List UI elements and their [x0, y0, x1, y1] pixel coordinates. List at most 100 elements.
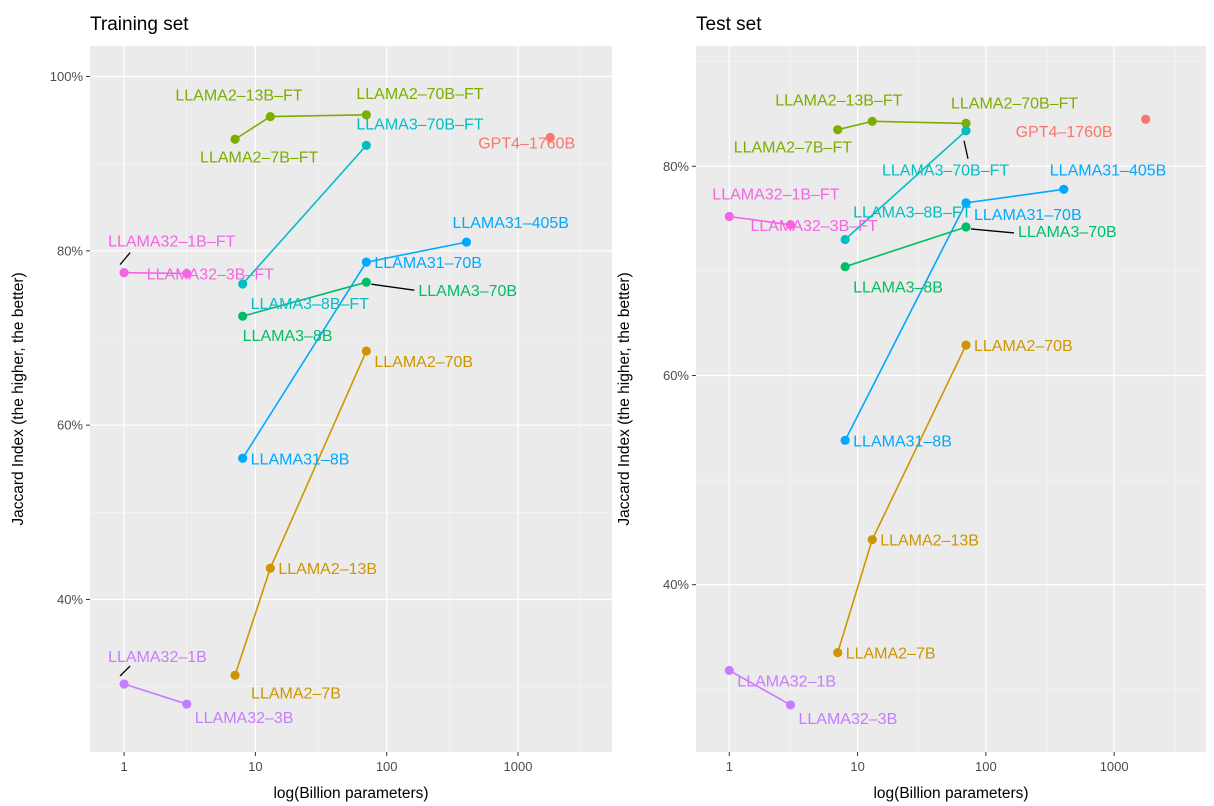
label-llama3-8b-ft: LLAMA3–8B–FT: [853, 204, 972, 221]
panel-training-set: 40% 60% 80% 100% 1 10 100 1000 Training set log(B…: [10, 14, 612, 802]
label-llama3-70b: LLAMA3–70B: [418, 283, 517, 300]
point-llama2-70b-ft: [961, 118, 971, 128]
series-line: [123, 683, 187, 705]
point-llama31-405b: [461, 237, 472, 247]
point-llama3-8b: [840, 262, 850, 272]
label-llama3-70b: LLAMA3–70B: [1018, 224, 1117, 241]
point-llama3-70b: [961, 222, 971, 232]
label-llama2-13b: LLAMA2–13B: [278, 561, 377, 578]
x-axis-label: log(Billion parameters): [273, 785, 428, 802]
point-llama2-13b-ft: [867, 116, 877, 126]
series-points: [119, 110, 555, 709]
chart-title: Test set: [696, 14, 762, 35]
point-llama32-1b: [724, 665, 734, 676]
point-llama32-1b: [119, 679, 129, 689]
panel-test-set: 40% 60% 80% 1 10 100 1000 Test set log(Billion p…: [616, 14, 1206, 802]
label-llama31-70b: LLAMA31–70B: [374, 255, 482, 272]
label-llama32-3b-ft: LLAMA32–3B–FT: [751, 218, 878, 235]
label-gpt4-1760b: GPT4–1760B: [1016, 124, 1113, 141]
x-tick-label: 1: [726, 759, 733, 774]
y-tick-label: 80%: [663, 159, 689, 174]
label-gpt4-1760b: GPT4–1760B: [478, 136, 575, 153]
point-llama3-8b-ft: [238, 279, 248, 289]
x-tick-label: 1000: [1100, 759, 1129, 774]
point-llama3-70b-ft: [961, 126, 971, 136]
label-llama2-13b: LLAMA2–13B: [880, 533, 979, 550]
series-line: [124, 271, 187, 275]
point-llama31-70b: [361, 257, 371, 267]
label-llama31-8b: LLAMA31–8B: [853, 433, 952, 450]
y-axis-label: Jaccard Index (the higher, the better): [616, 272, 633, 525]
label-llama2-70b: LLAMA2–70B: [974, 338, 1073, 355]
label-llama32-3b-ft: LLAMA32–3B–FT: [147, 266, 274, 283]
point-llama3-70b-ft: [361, 140, 371, 150]
x-tick-label: 100: [376, 759, 398, 774]
point-llama3-70b: [361, 277, 371, 287]
point-llama2-13b: [265, 563, 275, 573]
label-llama32-3b: LLAMA32–3B: [799, 711, 898, 728]
x-tick-label: 1: [120, 759, 127, 774]
point-gpt4-1760b: [1141, 114, 1151, 124]
y-axis-label: Jaccard Index (the higher, the better): [10, 272, 27, 525]
point-llama32-1b-ft: [724, 211, 734, 222]
label-llama32-1b-ft: LLAMA32–1B–FT: [712, 186, 839, 203]
point-llama3-8b: [238, 311, 248, 321]
point-llama31-8b: [840, 435, 850, 445]
point-llama32-3b: [182, 699, 192, 709]
x-tick-label: 10: [248, 759, 262, 774]
point-llama2-7b: [230, 670, 240, 680]
point-llama2-70b: [361, 346, 371, 356]
label-llama3-8b: LLAMA3–8B: [243, 328, 333, 345]
leader-line: [119, 665, 131, 677]
point-llama2-13b: [867, 535, 877, 545]
point-llama2-70b-ft: [361, 110, 371, 120]
leader-line: [119, 252, 131, 266]
leader-line: [371, 283, 415, 291]
label-llama2-70b: LLAMA2–70B: [374, 354, 473, 371]
label-llama32-3b: LLAMA32–3B: [195, 710, 294, 727]
point-llama32-3b: [785, 700, 796, 710]
y-tick-label: 60%: [57, 418, 83, 433]
chart-title: Training set: [90, 14, 189, 35]
point-llama32-3b-ft: [182, 268, 192, 279]
series-line: [729, 215, 791, 226]
label-llama31-405b: LLAMA31–405B: [452, 215, 569, 232]
label-llama2-70b-ft: LLAMA2–70B–FT: [356, 86, 483, 103]
label-llama32-1b-ft: LLAMA32–1B–FT: [108, 234, 235, 251]
label-llama32-1b: LLAMA32–1B: [108, 649, 207, 666]
point-llama2-7b-ft: [833, 125, 843, 135]
series-line: [844, 226, 967, 268]
plot-background: [696, 46, 1206, 752]
series-points: [724, 114, 1151, 710]
label-llama2-7b-ft: LLAMA2–7B–FT: [734, 140, 853, 157]
leader-line: [970, 228, 1015, 234]
point-llama2-70b: [961, 340, 971, 350]
leader-lines: [963, 140, 1015, 234]
point-llama31-405b: [1059, 184, 1069, 194]
point-llama2-13b-ft: [265, 112, 275, 122]
x-axis-label: log(Billion parameters): [873, 785, 1028, 802]
label-llama31-70b: LLAMA31–70B: [974, 207, 1082, 224]
point-llama32-3b-ft: [785, 220, 796, 230]
x-tick-label: 10: [850, 759, 864, 774]
point-llama3-8b-ft: [840, 234, 850, 245]
label-llama2-7b: LLAMA2–7B: [251, 685, 341, 702]
series-line: [242, 281, 367, 317]
series-line: [844, 130, 967, 241]
x-tick-label: 1000: [504, 759, 533, 774]
label-llama31-8b: LLAMA31–8B: [251, 451, 350, 468]
point-gpt4-1760b: [545, 132, 555, 143]
label-llama3-8b: LLAMA3–8B: [853, 280, 943, 297]
x-tick-label: 100: [975, 759, 997, 774]
label-llama2-70b-ft: LLAMA2–70B–FT: [951, 95, 1078, 112]
series-line: [728, 669, 791, 706]
point-llama31-70b: [961, 198, 971, 208]
y-tick-label: 40%: [57, 592, 83, 607]
point-llama2-7b: [833, 648, 843, 658]
y-tick-label: 80%: [57, 243, 83, 258]
label-llama31-405b: LLAMA31–405B: [1050, 162, 1167, 179]
point-llama2-7b-ft: [230, 134, 240, 144]
y-tick-label: 100%: [50, 69, 84, 84]
y-tick-label: 40%: [663, 577, 689, 592]
